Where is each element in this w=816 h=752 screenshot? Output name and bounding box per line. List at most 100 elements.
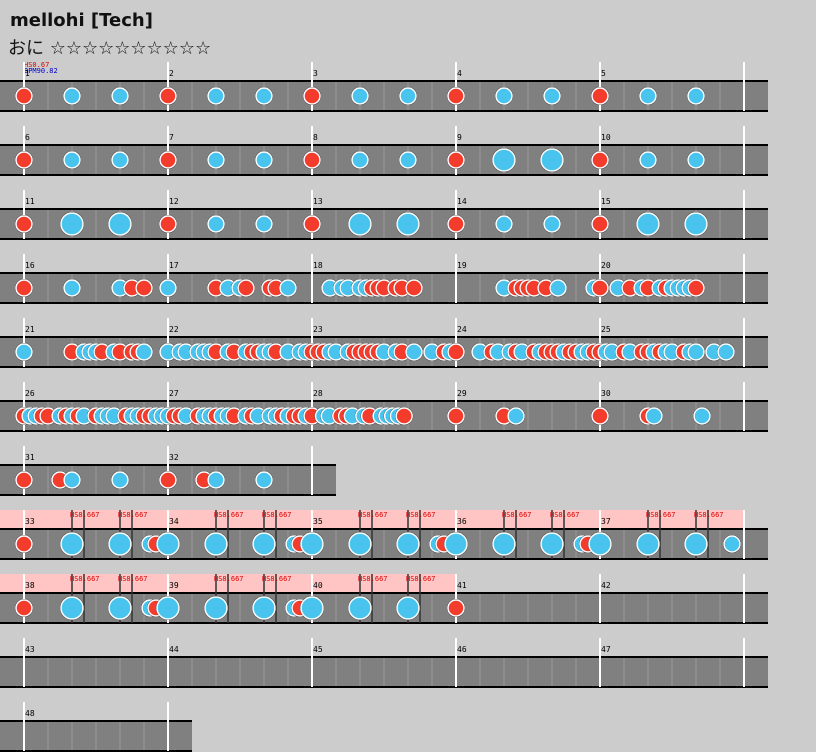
scroll-label: HS8.667 xyxy=(214,511,244,519)
ka-note xyxy=(156,596,180,620)
measure-number: 9 xyxy=(457,133,462,142)
measure-number: 28 xyxy=(313,389,323,398)
don-note xyxy=(447,407,465,425)
scroll-label: HS8.667 xyxy=(70,511,100,519)
scroll-label: HS8.667 xyxy=(406,511,436,519)
ka-note xyxy=(723,535,741,553)
don-note xyxy=(15,535,33,553)
ka-note xyxy=(639,87,657,105)
don-note xyxy=(303,215,321,233)
ka-note xyxy=(717,343,735,361)
song-title: mellohi [Tech] xyxy=(10,10,153,31)
ka-note xyxy=(252,596,276,620)
measure-number: 44 xyxy=(169,645,179,654)
ka-note xyxy=(255,151,273,169)
ka-note xyxy=(63,151,81,169)
ka-note xyxy=(396,532,420,556)
ka-note xyxy=(255,471,273,489)
measure-number: 43 xyxy=(25,645,35,654)
ka-note xyxy=(252,532,276,556)
ka-note xyxy=(540,148,564,172)
don-note xyxy=(15,471,33,489)
ka-note xyxy=(255,87,273,105)
ka-note xyxy=(687,151,705,169)
don-note xyxy=(303,151,321,169)
measure-number: 18 xyxy=(313,261,323,270)
don-note xyxy=(15,87,33,105)
measure-number: 31 xyxy=(25,453,35,462)
ka-note xyxy=(405,343,423,361)
measure-number: 20 xyxy=(601,261,611,270)
ka-note xyxy=(111,87,129,105)
ka-note xyxy=(348,596,372,620)
scroll-label: HS8.667 xyxy=(118,511,148,519)
don-note xyxy=(135,279,153,297)
measure-number: 17 xyxy=(169,261,179,270)
scroll-label: HS8.667 xyxy=(358,511,388,519)
scroll-label: HS8.667 xyxy=(214,575,244,583)
ka-note xyxy=(495,215,513,233)
ka-note xyxy=(300,532,324,556)
measure-number: 27 xyxy=(169,389,179,398)
ka-note xyxy=(444,532,468,556)
don-note xyxy=(687,279,705,297)
ka-note xyxy=(540,532,564,556)
measure-number: 48 xyxy=(25,709,35,718)
ka-note xyxy=(351,87,369,105)
measure-number: 36 xyxy=(457,517,467,526)
ka-note xyxy=(588,532,612,556)
ka-note xyxy=(204,596,228,620)
measure-number: 14 xyxy=(457,197,467,206)
measure-number: 15 xyxy=(601,197,611,206)
ka-note xyxy=(495,87,513,105)
ka-note xyxy=(15,343,33,361)
ka-note xyxy=(279,279,297,297)
ka-note xyxy=(687,87,705,105)
ka-note xyxy=(108,532,132,556)
ka-note xyxy=(108,596,132,620)
scroll-label: HS8.667 xyxy=(502,511,532,519)
measure-number: 42 xyxy=(601,581,611,590)
measure-number: 19 xyxy=(457,261,467,270)
ka-note xyxy=(108,212,132,236)
don-note xyxy=(159,215,177,233)
measure-number: 2 xyxy=(169,69,174,78)
ka-note xyxy=(507,407,525,425)
measure-number: 16 xyxy=(25,261,35,270)
don-note xyxy=(303,87,321,105)
ka-note xyxy=(207,471,225,489)
ka-note xyxy=(399,87,417,105)
scroll-label: HS8.667 xyxy=(262,511,292,519)
ka-note xyxy=(351,151,369,169)
ka-note xyxy=(207,215,225,233)
don-note xyxy=(15,599,33,617)
measure-number: 11 xyxy=(25,197,35,206)
measure-number: 7 xyxy=(169,133,174,142)
ka-note xyxy=(693,407,711,425)
measure-number: 3 xyxy=(313,69,318,78)
measure-number: 29 xyxy=(457,389,467,398)
don-note xyxy=(447,151,465,169)
measure-number: 10 xyxy=(601,133,611,142)
ka-note xyxy=(492,148,516,172)
scroll-speed: HS0.67 xyxy=(24,61,49,69)
ka-note xyxy=(348,532,372,556)
ka-note xyxy=(549,279,567,297)
don-note xyxy=(447,343,465,361)
measure-number: 4 xyxy=(457,69,462,78)
measure-number: 22 xyxy=(169,325,179,334)
ka-note xyxy=(156,532,180,556)
don-note xyxy=(237,279,255,297)
ka-note xyxy=(636,212,660,236)
ka-note xyxy=(207,87,225,105)
ka-note xyxy=(300,596,324,620)
ka-note xyxy=(63,87,81,105)
ka-note xyxy=(543,215,561,233)
scroll-label: HS8.667 xyxy=(358,575,388,583)
ka-note xyxy=(60,212,84,236)
scroll-label: HS8.667 xyxy=(694,511,724,519)
measure-number: 5 xyxy=(601,69,606,78)
measure-number: 12 xyxy=(169,197,179,206)
